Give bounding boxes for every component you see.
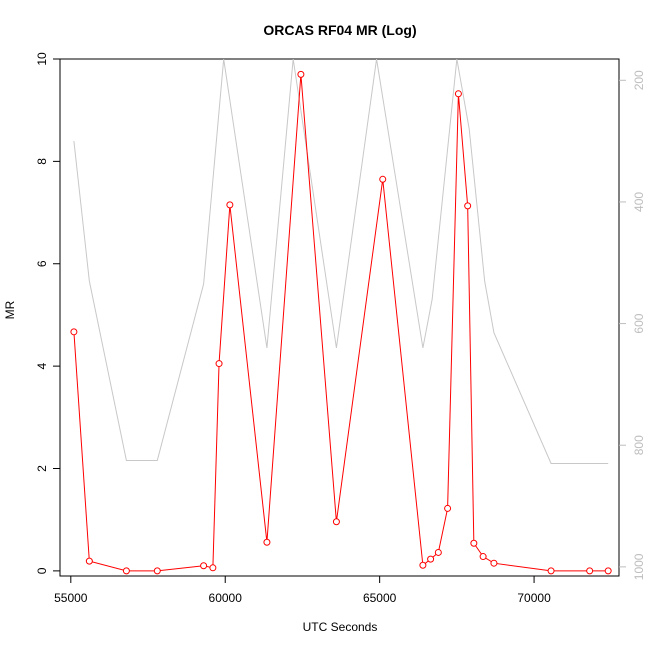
x-axis: 55000 60000 65000 70000 xyxy=(54,576,551,605)
data-point xyxy=(122,567,130,575)
y2-tick-label: 400 xyxy=(632,192,646,212)
y-tick-label: 2 xyxy=(35,465,49,472)
y2-tick-label: 200 xyxy=(632,70,646,90)
y-tick-label: 0 xyxy=(35,567,49,574)
x-tick-label: 60000 xyxy=(209,591,243,605)
data-point xyxy=(200,562,208,570)
y2-axis: 200 400 600 800 1000 xyxy=(619,70,646,580)
data-point xyxy=(434,548,442,556)
series-line-right-axis xyxy=(73,59,609,464)
data-point xyxy=(490,559,498,567)
data-point xyxy=(479,553,487,561)
data-point xyxy=(332,518,340,526)
x-tick-label: 70000 xyxy=(517,591,551,605)
data-point xyxy=(444,504,452,512)
y-tick-label: 4 xyxy=(35,362,49,369)
data-point xyxy=(209,564,217,572)
x-tick-label: 65000 xyxy=(363,591,397,605)
data-point xyxy=(464,202,472,210)
data-point xyxy=(263,538,271,546)
y-axis-label: MR xyxy=(3,300,17,319)
data-point xyxy=(454,90,462,98)
chart-title: ORCAS RF04 MR (Log) xyxy=(263,22,416,38)
data-point xyxy=(85,557,93,565)
y-tick-label: 6 xyxy=(35,260,49,267)
data-point xyxy=(604,567,612,575)
y-tick-label: 10 xyxy=(35,52,49,66)
x-axis-label: UTC Seconds xyxy=(303,620,378,634)
data-point xyxy=(70,328,78,336)
y2-tick-label: 600 xyxy=(632,313,646,333)
x-tick-label: 55000 xyxy=(54,591,88,605)
data-point xyxy=(419,561,427,569)
y2-tick-label: 800 xyxy=(632,435,646,455)
data-point xyxy=(297,70,305,78)
data-point xyxy=(427,555,435,563)
data-point xyxy=(547,567,555,575)
marker-layer xyxy=(70,70,612,575)
y-axis: 0 2 4 6 8 10 xyxy=(35,52,60,574)
plot-frame xyxy=(59,58,620,577)
data-point xyxy=(153,567,161,575)
data-point xyxy=(379,175,387,183)
y-tick-label: 8 xyxy=(35,158,49,165)
data-point xyxy=(586,567,594,575)
data-point xyxy=(226,201,234,209)
y2-tick-label: 1000 xyxy=(632,553,646,580)
data-point xyxy=(215,360,223,368)
data-point xyxy=(470,539,478,547)
